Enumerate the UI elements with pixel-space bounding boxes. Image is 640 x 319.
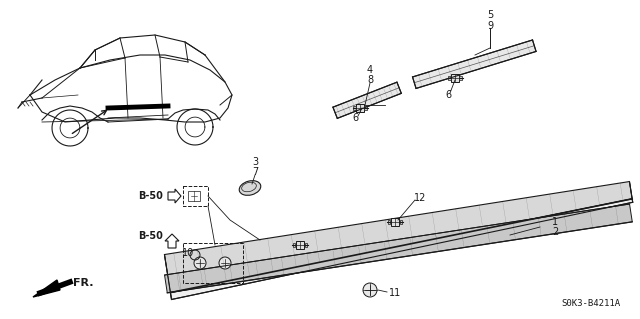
Polygon shape — [164, 182, 632, 293]
Text: 5: 5 — [487, 10, 493, 20]
Polygon shape — [413, 40, 536, 88]
Polygon shape — [165, 234, 179, 248]
Bar — [353, 107, 356, 110]
Bar — [183, 186, 208, 206]
Text: 9: 9 — [487, 21, 493, 31]
Bar — [400, 220, 403, 224]
Bar — [460, 76, 462, 80]
Polygon shape — [333, 82, 401, 118]
Bar — [292, 243, 295, 247]
Text: 3: 3 — [252, 157, 258, 167]
Text: 11: 11 — [389, 288, 401, 298]
Polygon shape — [33, 280, 60, 297]
Bar — [388, 220, 390, 224]
Bar — [183, 243, 243, 283]
Circle shape — [363, 283, 377, 297]
Text: B-50: B-50 — [138, 191, 163, 201]
Text: S0K3-B4211A: S0K3-B4211A — [561, 299, 620, 308]
Bar — [296, 241, 305, 249]
Text: 7: 7 — [252, 167, 258, 177]
Text: B-50: B-50 — [138, 231, 163, 241]
Bar — [390, 218, 399, 226]
Bar — [364, 107, 367, 110]
Bar — [356, 104, 364, 112]
Polygon shape — [170, 199, 633, 300]
Text: 10: 10 — [182, 248, 194, 258]
Bar — [305, 243, 307, 247]
Bar — [188, 191, 200, 201]
Polygon shape — [164, 204, 632, 293]
Circle shape — [219, 257, 231, 269]
Polygon shape — [168, 189, 181, 203]
Text: 6: 6 — [352, 113, 358, 123]
Text: FR.: FR. — [73, 278, 93, 288]
Text: 1: 1 — [552, 217, 558, 227]
Bar — [448, 76, 451, 80]
Text: 8: 8 — [367, 75, 373, 85]
Ellipse shape — [239, 181, 260, 195]
Text: 12: 12 — [414, 193, 426, 203]
Bar — [451, 74, 459, 82]
Text: 4: 4 — [367, 65, 373, 75]
Text: 2: 2 — [552, 227, 558, 237]
Circle shape — [194, 257, 206, 269]
Text: 6: 6 — [445, 90, 451, 100]
